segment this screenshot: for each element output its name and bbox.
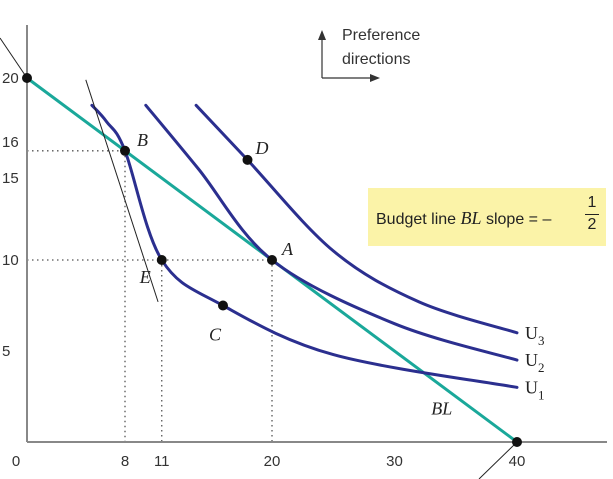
budget-annotation-text: Budget line BL slope = – [376,208,551,229]
budget-name: BL [460,208,482,228]
slope-denominator: 2 [587,216,597,233]
axes [26,25,607,443]
fraction-bar [585,214,599,215]
budget-bottom-extension [478,441,518,479]
preference-label-line1: Preference [342,27,420,44]
point-origin-x [512,437,522,447]
preference-up-arrowhead [318,30,326,40]
tick-labels: 0 8 11 20 30 40 20 16 15 10 5 [2,70,525,470]
point-c [218,300,228,311]
label-point-a: A [281,239,294,259]
label-u2: U2 [525,350,545,375]
x-tick-40: 40 [509,453,526,470]
point-a [267,255,277,265]
label-point-d: D [255,138,269,158]
x-tick-8: 8 [121,453,129,470]
y-tick-10: 10 [2,252,19,269]
y-tick-5: 5 [2,343,10,360]
tangent-group [85,79,159,303]
budget-prefix: Budget line [376,211,461,228]
label-u3: U3 [525,323,545,348]
y-tick-15: 15 [2,170,19,187]
preference-directions: Preference directions [318,27,420,82]
label-point-e: E [139,267,151,287]
preference-right-arrowhead [370,74,380,82]
curve-u2 [144,103,519,362]
tangent-line [85,79,159,303]
curve-u1 [90,103,519,389]
point-e [156,255,167,265]
label-u1: U1 [525,377,545,402]
reference-lines [27,150,273,442]
y-tick-20: 20 [2,70,19,87]
x-tick-11: 11 [154,453,170,470]
slope-numerator: 1 [587,194,597,211]
point-d [242,154,253,165]
label-point-c: C [209,325,222,345]
label-point-b: B [137,130,148,150]
budget-annotation: Budget line BL slope = – 1 2 [368,188,606,246]
x-tick-20: 20 [264,453,281,470]
y-tick-16: 16 [2,134,19,151]
x-tick-0: 0 [12,453,20,470]
budget-suffix: slope = – [481,211,552,228]
budget-top-extension [0,37,28,79]
x-tick-30: 30 [386,453,403,470]
slope-fraction: 1 2 [585,194,599,234]
point-b [120,145,130,156]
indifference-curves [90,103,519,389]
point-origin-y [22,73,32,83]
label-budget-line: BL [431,399,452,419]
preference-label-line2: directions [342,51,410,68]
curve-u3 [194,103,519,335]
point-markers [22,73,522,447]
